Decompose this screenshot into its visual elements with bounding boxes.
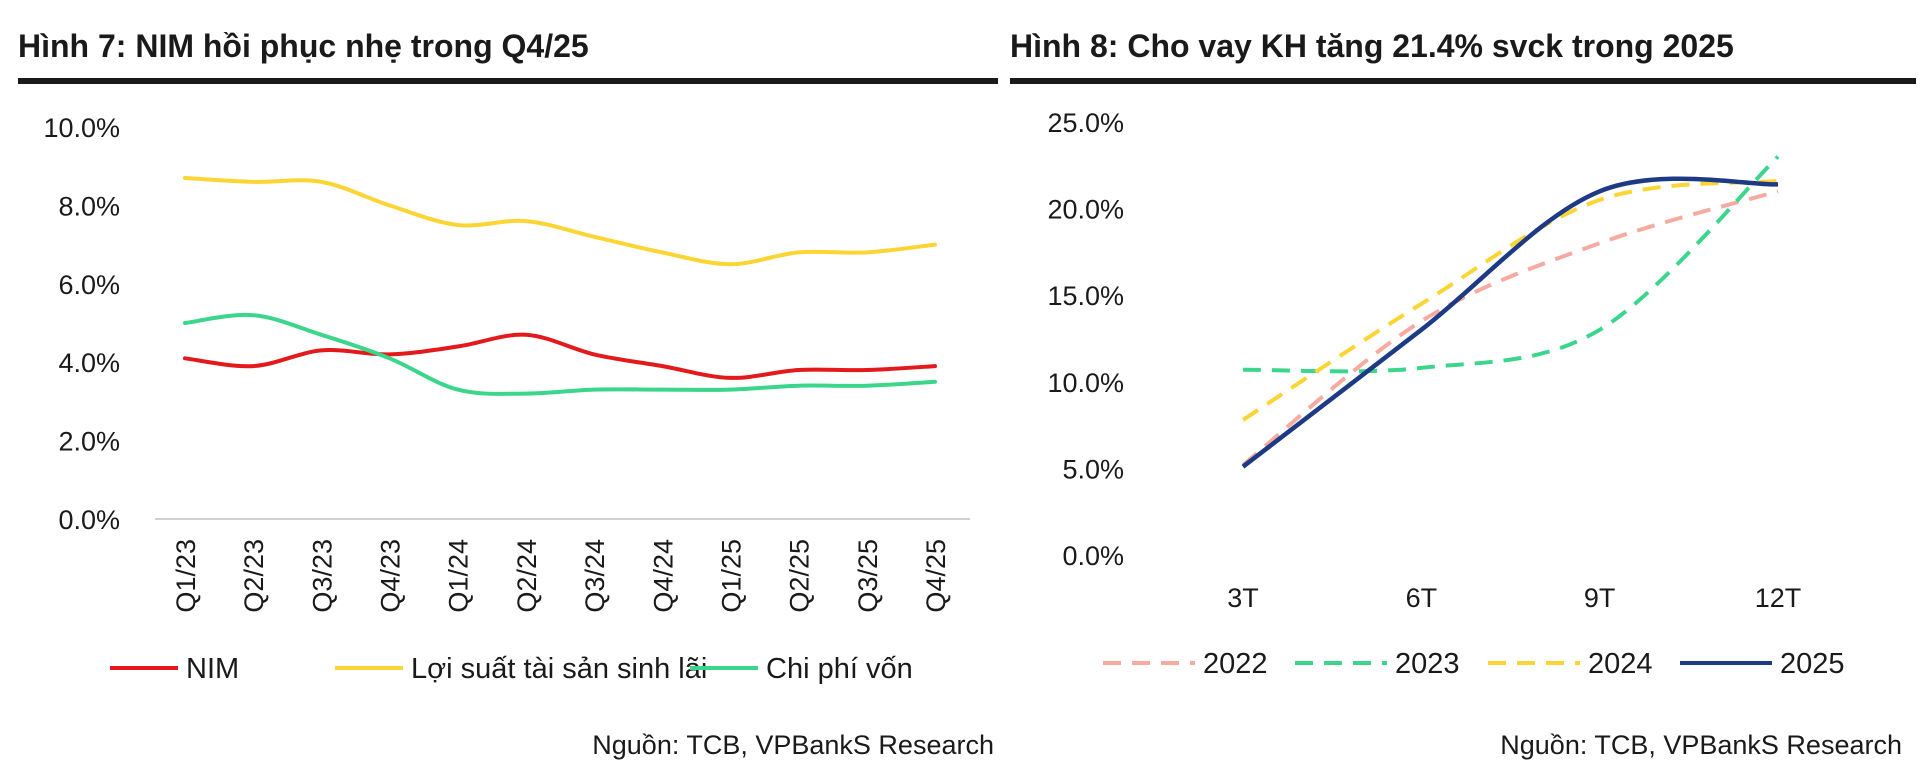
chart-title-loans: Hình 8: Cho vay KH tăng 21.4% svck trong… xyxy=(1010,28,1734,64)
source-note: Nguồn: TCB, VPBankS Research xyxy=(592,730,994,760)
x-tick-label: Q4/24 xyxy=(648,539,678,613)
legend-label: Lợi suất tài sản sinh lãi xyxy=(411,653,707,685)
source-note: Nguồn: TCB, VPBankS Research xyxy=(1500,730,1902,760)
legend-label: 2024 xyxy=(1588,648,1653,680)
x-tick-label: Q4/25 xyxy=(921,539,951,613)
chart-panel-nim: Hình 7: NIM hồi phục nhẹ trong Q4/25 0.0… xyxy=(18,28,998,760)
y-tick-label: 25.0% xyxy=(1047,108,1124,138)
legend-label: NIM xyxy=(186,653,239,685)
y-tick-label: 0.0% xyxy=(1062,541,1124,571)
series-line xyxy=(1242,155,1780,374)
x-tick-label: 6T xyxy=(1406,583,1438,613)
x-tick-label: Q1/24 xyxy=(444,539,474,613)
y-tick-label: 2.0% xyxy=(58,427,120,457)
x-tick-label: Q2/25 xyxy=(785,539,815,613)
y-tick-label: 10.0% xyxy=(1047,368,1124,398)
x-tick-label: Q1/23 xyxy=(171,539,201,613)
legend-label: 2023 xyxy=(1395,648,1460,680)
legend-label: 2025 xyxy=(1780,648,1845,680)
series-line xyxy=(1241,176,1779,469)
y-tick-label: 15.0% xyxy=(1047,281,1124,311)
x-tick-label: 9T xyxy=(1584,583,1616,613)
title-rule xyxy=(18,78,998,84)
x-tick-label: Q2/24 xyxy=(512,539,542,613)
nim-line-chart: 0.0% 2.0% 4.0% 6.0% 8.0% 10.0% Q1/23 Q2/23 Q3/23… xyxy=(43,113,970,685)
y-tick-label: 0.0% xyxy=(58,505,120,535)
chart-title-nim: Hình 7: NIM hồi phục nhẹ trong Q4/25 xyxy=(18,28,589,64)
series-line xyxy=(183,312,937,396)
y-tick-label: 20.0% xyxy=(1047,195,1124,225)
x-tick-label: 3T xyxy=(1227,583,1259,613)
legend-label: Chi phí vốn xyxy=(766,653,913,685)
series-line xyxy=(1241,178,1779,422)
y-tick-label: 10.0% xyxy=(43,113,120,143)
title-rule xyxy=(1010,78,1916,84)
x-tick-label: Q3/25 xyxy=(853,539,883,613)
y-tick-label: 8.0% xyxy=(58,191,120,221)
chart-panel-loans: Hình 8: Cho vay KH tăng 21.4% svck trong… xyxy=(1000,0,1920,770)
y-tick-label: 4.0% xyxy=(58,348,120,378)
x-tick-label: 12T xyxy=(1755,583,1802,613)
x-tick-label: Q2/23 xyxy=(239,539,269,613)
x-tick-label: Q4/23 xyxy=(376,539,406,613)
legend-label: 2022 xyxy=(1203,648,1268,680)
x-tick-label: Q1/25 xyxy=(716,539,746,613)
series-line xyxy=(183,332,937,380)
y-tick-label: 6.0% xyxy=(58,270,120,300)
series-line xyxy=(183,176,937,267)
x-tick-label: Q3/23 xyxy=(307,539,337,613)
x-tick-label: Q3/24 xyxy=(580,539,610,613)
y-tick-label: 5.0% xyxy=(1062,454,1124,484)
loan-growth-line-chart: 0.0% 5.0% 10.0% 15.0% 20.0% 25.0% 3T 6T 9T 12T 202… xyxy=(1047,108,1845,680)
series-line xyxy=(1241,189,1779,467)
